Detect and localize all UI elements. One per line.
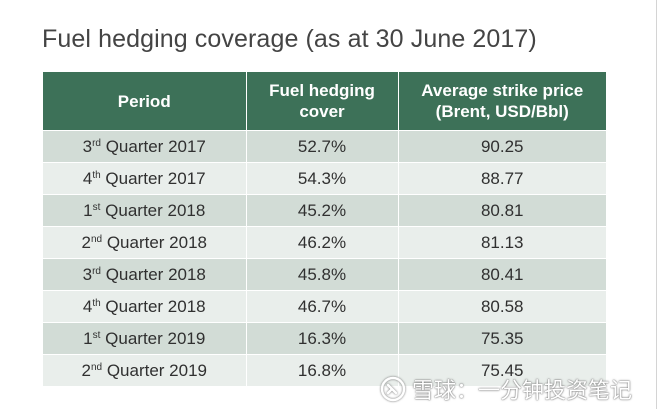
cover-cell: 16.8% <box>246 354 399 386</box>
period-cell: 3rd Quarter 2017 <box>43 130 247 163</box>
cover-cell: 45.8% <box>246 258 399 291</box>
price-cell: 90.25 <box>398 130 606 163</box>
table-row: 2nd Quarter 2019 16.8% 75.45 <box>43 354 606 386</box>
table-row: 3rd Quarter 2017 52.7% 90.25 <box>43 130 606 163</box>
page-edge-rule <box>656 0 657 409</box>
period-cell: 4th Quarter 2017 <box>43 162 247 195</box>
header-hedging-cover-line1: Fuel hedging <box>269 81 375 100</box>
price-cell: 75.35 <box>398 322 606 355</box>
period-cell: 2nd Quarter 2018 <box>43 226 247 259</box>
table-row: 2nd Quarter 2018 46.2% 81.13 <box>43 226 606 259</box>
table-row: 4th Quarter 2017 54.3% 88.77 <box>43 162 606 195</box>
header-strike-price-line1: Average strike price <box>421 81 584 100</box>
period-cell: 2nd Quarter 2019 <box>43 354 247 386</box>
period-cell: 3rd Quarter 2018 <box>43 258 247 291</box>
price-cell: 75.45 <box>398 354 606 386</box>
header-period: Period <box>43 72 247 131</box>
cover-cell: 45.2% <box>246 194 399 227</box>
snowball-logo-icon <box>380 376 406 402</box>
period-cell: 4th Quarter 2018 <box>43 290 247 323</box>
table-row: 1st Quarter 2019 16.3% 75.35 <box>43 322 606 355</box>
table-row: 4th Quarter 2018 46.7% 80.58 <box>43 290 606 323</box>
cover-cell: 16.3% <box>246 322 399 355</box>
cover-cell: 46.2% <box>246 226 399 259</box>
header-strike-price: Average strike price (Brent, USD/Bbl) <box>398 72 606 131</box>
price-cell: 80.58 <box>398 290 606 323</box>
fuel-hedging-table: Period Fuel hedging cover Average strike… <box>43 72 606 386</box>
page-title: Fuel hedging coverage (as at 30 June 201… <box>42 25 537 53</box>
cover-cell: 52.7% <box>246 130 399 163</box>
table-row: 1st Quarter 2018 45.2% 80.81 <box>43 194 606 227</box>
table-header-row: Period Fuel hedging cover Average strike… <box>43 72 606 131</box>
table-row: 3rd Quarter 2018 45.8% 80.41 <box>43 258 606 291</box>
price-cell: 88.77 <box>398 162 606 195</box>
cover-cell: 46.7% <box>246 290 399 323</box>
price-cell: 81.13 <box>398 226 606 259</box>
header-hedging-cover: Fuel hedging cover <box>246 72 399 131</box>
watermark-text: 雪球：一分钟投资笔记 <box>412 378 633 403</box>
period-cell: 1st Quarter 2019 <box>43 322 247 355</box>
header-hedging-cover-line2: cover <box>299 102 345 121</box>
period-cell: 1st Quarter 2018 <box>43 194 247 227</box>
cover-cell: 54.3% <box>246 162 399 195</box>
watermark: 雪球：一分钟投资笔记 <box>380 374 632 404</box>
price-cell: 80.81 <box>398 194 606 227</box>
header-strike-price-line2: (Brent, USD/Bbl) <box>435 102 569 121</box>
price-cell: 80.41 <box>398 258 606 291</box>
